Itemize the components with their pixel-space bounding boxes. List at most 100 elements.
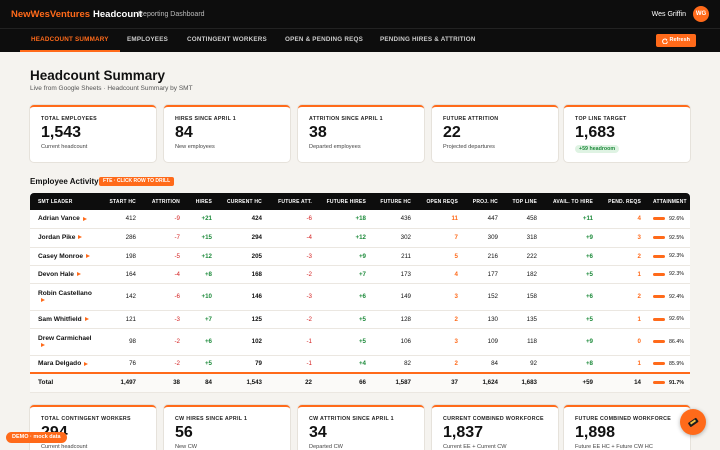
kpi-card: FUTURE COMBINED WORKFORCE 1,898 Future EE … bbox=[564, 405, 690, 450]
header-subtitle: Reporting Dashboard bbox=[138, 11, 205, 18]
table-row[interactable]: Sam Whitfield 121 -3 +7 125 -2 +5 128 2 130 135 +5 1… bbox=[30, 310, 690, 329]
kpi-card: TOTAL CONTINGENT WORKERS294Current headc… bbox=[30, 405, 156, 450]
data-cell: +11 bbox=[543, 210, 599, 229]
attainment: 92.3% bbox=[653, 253, 684, 259]
leader-name: Casey Monroe bbox=[38, 252, 84, 260]
data-cell: 98 bbox=[102, 328, 142, 356]
data-cell: -6 bbox=[142, 283, 186, 311]
section-pill: FTE · CLICK ROW TO DRILL bbox=[99, 177, 175, 186]
data-cell: -1 bbox=[268, 328, 318, 356]
data-cell: 177 bbox=[464, 265, 504, 284]
attainment-value: 92.6% bbox=[668, 215, 684, 222]
leader-cell: Drew Carmichael bbox=[30, 328, 102, 356]
data-cell: 92.3% bbox=[647, 247, 690, 266]
data-cell: 85.9% bbox=[647, 355, 690, 374]
leader-name: Jordan Pike bbox=[38, 234, 76, 241]
data-cell: 286 bbox=[102, 228, 142, 248]
data-cell: 205 bbox=[218, 247, 268, 266]
data-cell: 2 bbox=[599, 283, 647, 311]
attainment-bar bbox=[653, 317, 665, 321]
data-cell: 102 bbox=[218, 328, 268, 356]
attainment-bar bbox=[653, 362, 665, 366]
table-row[interactable]: Drew Carmichael 98 -2 +6 102 -1 +5 106 3 109 118 +9… bbox=[30, 328, 690, 356]
kpi-card: ATTRITION SINCE APRIL 1 38 Departed employ… bbox=[298, 105, 424, 162]
column-header: PROJ. HC bbox=[464, 193, 504, 210]
data-cell: 168 bbox=[218, 265, 268, 284]
table-row[interactable]: Adrian Vance 412 -9 +21 424 -6 +18 436 11 447 458 +… bbox=[30, 210, 690, 229]
table-row[interactable]: Robin Castellano 142 -6 +10 146 -3 +6 149 3 152 15… bbox=[30, 283, 690, 311]
data-cell: 84 bbox=[186, 372, 218, 393]
nav-bar: HEADCOUNT SUMMARY EMPLOYEES CONTINGENT WOR… bbox=[0, 28, 720, 52]
leader-cell: Jordan Pike bbox=[30, 228, 102, 248]
table-row[interactable]: Casey Monroe 198 -5 +12 205 -3 +9 211 5 216 222 +6 2… bbox=[30, 247, 690, 266]
kpi-card: TOTAL EMPLOYEES 1,543 Current headcount bbox=[30, 105, 156, 162]
attainment: 86.4% bbox=[653, 339, 684, 345]
data-cell: 79 bbox=[218, 355, 268, 374]
demo-badge: DEMO · mock data bbox=[6, 432, 67, 443]
data-cell: 82 bbox=[372, 355, 417, 374]
column-header: CURRENT HC bbox=[218, 193, 268, 210]
help-icon bbox=[688, 417, 699, 427]
data-cell: -2 bbox=[142, 328, 186, 356]
table-row[interactable]: Devon Hale 164 -4 +8 168 -2 +7 173 4 177 182 +5 1 92.… bbox=[30, 265, 690, 284]
data-cell: 76 bbox=[102, 355, 142, 374]
top-bar: NewWesVentures Headcount Reporting Dashboa… bbox=[0, 0, 720, 28]
leader-name: Drew Carmichael bbox=[38, 334, 92, 342]
attainment-bar bbox=[653, 381, 665, 385]
data-cell: -4 bbox=[142, 265, 186, 284]
data-cell: 436 bbox=[372, 210, 417, 229]
column-header: FUTURE HIRES bbox=[318, 193, 372, 210]
data-cell: 125 bbox=[218, 310, 268, 329]
data-cell: 412 bbox=[102, 210, 142, 229]
data-cell: +12 bbox=[318, 228, 372, 248]
data-cell: 22 bbox=[268, 372, 318, 393]
table-row[interactable]: Jordan Pike 286 -7 +15 294 -4 +12 302 7 309 318 +9 3… bbox=[30, 228, 690, 248]
data-cell: 106 bbox=[372, 328, 417, 356]
activity-table: SMT LEADER START HC ATTRITION HIRES CURRENT … bbox=[30, 193, 690, 393]
kpi-value: 34 bbox=[309, 424, 327, 441]
kpi-label: HIRES SINCE APRIL 1 bbox=[175, 116, 237, 122]
data-cell: 4 bbox=[599, 210, 647, 229]
data-cell: 92.6% bbox=[647, 210, 690, 229]
kpi-note: New CW bbox=[175, 444, 198, 450]
nav-tab[interactable]: CONTINGENT WORKERS bbox=[187, 36, 267, 43]
help-button[interactable] bbox=[680, 409, 706, 435]
data-cell: 182 bbox=[504, 265, 543, 284]
kpi-label: FUTURE ATTRITION bbox=[443, 116, 499, 122]
data-cell: -2 bbox=[268, 310, 318, 329]
refresh-label: Refresh bbox=[669, 37, 690, 43]
data-cell: 92.3% bbox=[647, 265, 690, 284]
page-subtitle: Live from Google Sheets · Headcount Summ… bbox=[30, 85, 193, 92]
kpi-label: ATTRITION SINCE APRIL 1 bbox=[309, 116, 383, 122]
nav-tab[interactable]: PENDING HIRES & ATTRITION bbox=[380, 36, 476, 43]
refresh-button[interactable]: Refresh bbox=[655, 34, 696, 47]
data-cell: 109 bbox=[464, 328, 504, 356]
data-cell: 92.4% bbox=[647, 283, 690, 311]
nav-tab[interactable]: OPEN & PENDING REQS bbox=[285, 36, 363, 43]
attainment-bar bbox=[653, 236, 665, 239]
data-cell: 1 bbox=[599, 355, 647, 374]
data-cell: 92.5% bbox=[647, 228, 690, 248]
data-cell: +8 bbox=[186, 265, 218, 284]
data-cell: +21 bbox=[186, 210, 218, 229]
nav-tab[interactable]: EMPLOYEES bbox=[127, 36, 168, 43]
data-cell: 146 bbox=[218, 283, 268, 311]
attainment-value: 85.9% bbox=[668, 360, 684, 367]
avatar[interactable]: WG bbox=[693, 6, 709, 22]
nav-tab[interactable]: HEADCOUNT SUMMARY bbox=[20, 29, 120, 52]
kpi-note: New employees bbox=[175, 144, 215, 150]
kpi-value: 1,898 bbox=[575, 424, 616, 441]
data-cell: 7 bbox=[417, 228, 464, 248]
table-row[interactable]: Mara Delgado 76 -2 +5 79 -1 +4 82 2 84 92 +8 1 85.9% bbox=[30, 355, 690, 374]
data-cell: 11 bbox=[417, 210, 464, 229]
column-header: FUTURE HC bbox=[372, 193, 417, 210]
data-cell: 1 bbox=[599, 310, 647, 329]
data-cell: 130 bbox=[464, 310, 504, 329]
data-cell: -2 bbox=[268, 265, 318, 284]
data-cell: +10 bbox=[186, 283, 218, 311]
kpi-note: Current headcount bbox=[41, 144, 88, 150]
attainment: 92.3% bbox=[653, 271, 684, 277]
column-header: SMT LEADER bbox=[30, 193, 102, 210]
attainment: 91.7% bbox=[653, 380, 684, 386]
column-header: ATTAINMENT bbox=[647, 193, 690, 210]
